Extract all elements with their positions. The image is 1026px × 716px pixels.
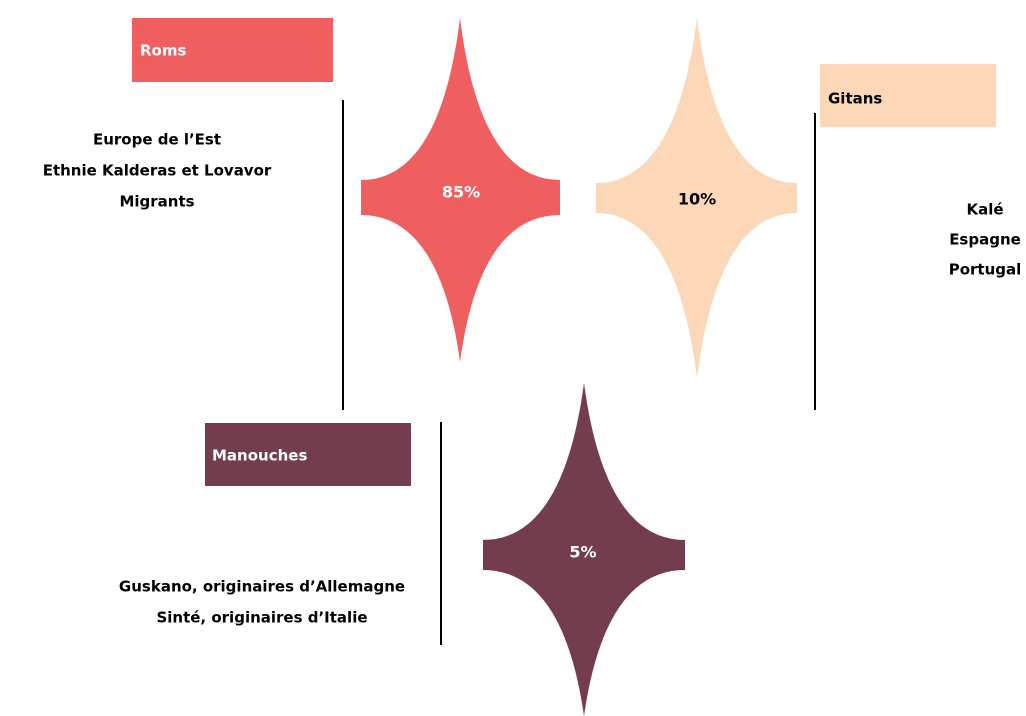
description: Europe de l’Est — [93, 131, 221, 149]
description: Portugal — [949, 261, 1022, 279]
group-name: Manouches — [212, 447, 307, 465]
star-shape — [483, 383, 685, 716]
label-box — [205, 423, 411, 486]
description: Migrants — [119, 193, 194, 211]
share: 5% — [569, 543, 596, 562]
description: Espagne — [949, 231, 1021, 249]
description: Guskano, originaires d’Allemagne — [119, 578, 405, 596]
share: 85% — [442, 183, 480, 202]
group-name: Roms — [140, 42, 186, 60]
group-name: Gitans — [828, 90, 882, 108]
description: Ethnie Kalderas et Lovavor — [43, 162, 272, 180]
share: 10% — [678, 190, 716, 209]
description: Kalé — [966, 201, 1003, 219]
label-box — [132, 18, 333, 82]
label-box — [820, 64, 996, 127]
description: Sinté, originaires d’Italie — [156, 609, 367, 627]
star-shape — [596, 18, 797, 378]
star-shape — [361, 18, 560, 362]
